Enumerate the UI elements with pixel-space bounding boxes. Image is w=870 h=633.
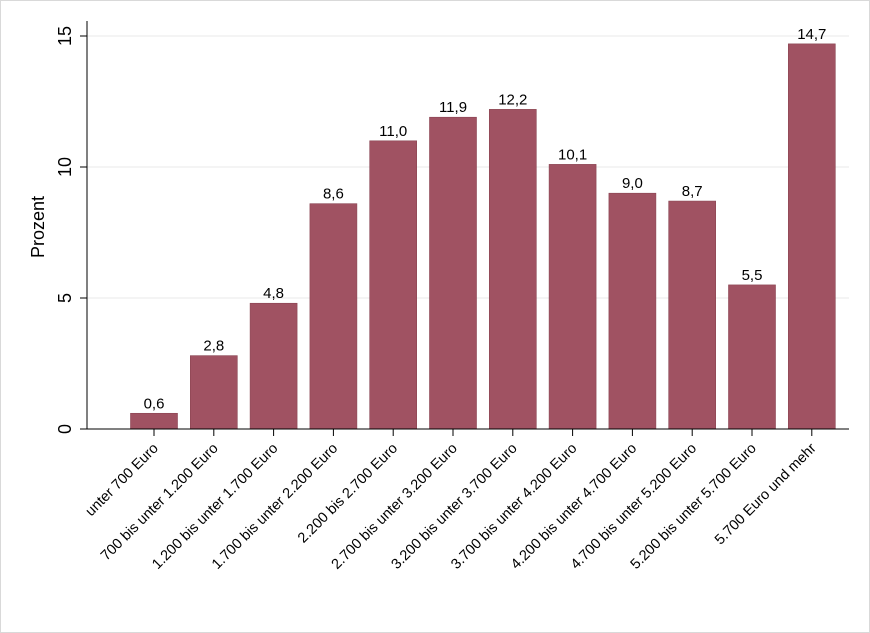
bar [608, 192, 657, 430]
data-label: 12,2 [498, 91, 527, 108]
data-label: 11,9 [439, 99, 467, 116]
bar [548, 164, 597, 430]
bar [488, 109, 537, 430]
category-label: 3.200 bis unter 3.700 Euro [388, 441, 520, 573]
bar [309, 203, 358, 430]
category-label: 1.200 bis unter 1.700 Euro [149, 441, 281, 573]
y-axis-title: Prozent [28, 196, 48, 258]
y-tick-label: 10 [55, 157, 75, 177]
bar [130, 412, 178, 430]
data-label: 11,0 [379, 123, 407, 140]
data-label: 10,1 [558, 146, 587, 163]
data-label: 5,5 [742, 267, 763, 284]
data-label: 14,7 [797, 26, 826, 43]
category-label: 4.700 bis unter 5.200 Euro [568, 441, 700, 573]
y-tick-label: 5 [55, 293, 75, 303]
y-tick-label: 15 [55, 26, 75, 46]
category-label: 2.200 bis 2.700 Euro [295, 441, 401, 547]
category-label: 2.700 bis unter 3.200 Euro [329, 441, 461, 573]
bar [369, 140, 418, 430]
data-label: 8,6 [323, 186, 344, 203]
data-label: 0,6 [144, 395, 165, 412]
axes [80, 21, 849, 436]
category-label: 3.700 bis unter 4.200 Euro [448, 441, 580, 573]
bar [787, 43, 836, 430]
bar [728, 284, 776, 430]
data-label: 4,8 [263, 285, 284, 302]
data-label: 8,7 [682, 183, 703, 200]
category-label: 700 bis unter 1.200 Euro [98, 441, 222, 565]
category-label: 5.200 bis unter 5.700 Euro [628, 441, 760, 573]
category-label: 4.200 bis unter 4.700 Euro [508, 441, 640, 573]
bar [190, 355, 238, 430]
bar [429, 116, 477, 430]
bar [668, 200, 717, 430]
bar [249, 302, 298, 430]
y-tick-label: 0 [55, 424, 75, 434]
category-label: 5.700 Euro und mehr [712, 440, 820, 548]
bars [130, 43, 836, 430]
data-label: 9,0 [622, 175, 643, 192]
category-label: 1.700 bis unter 2.200 Euro [209, 441, 341, 573]
data-label: 2,8 [203, 338, 224, 355]
